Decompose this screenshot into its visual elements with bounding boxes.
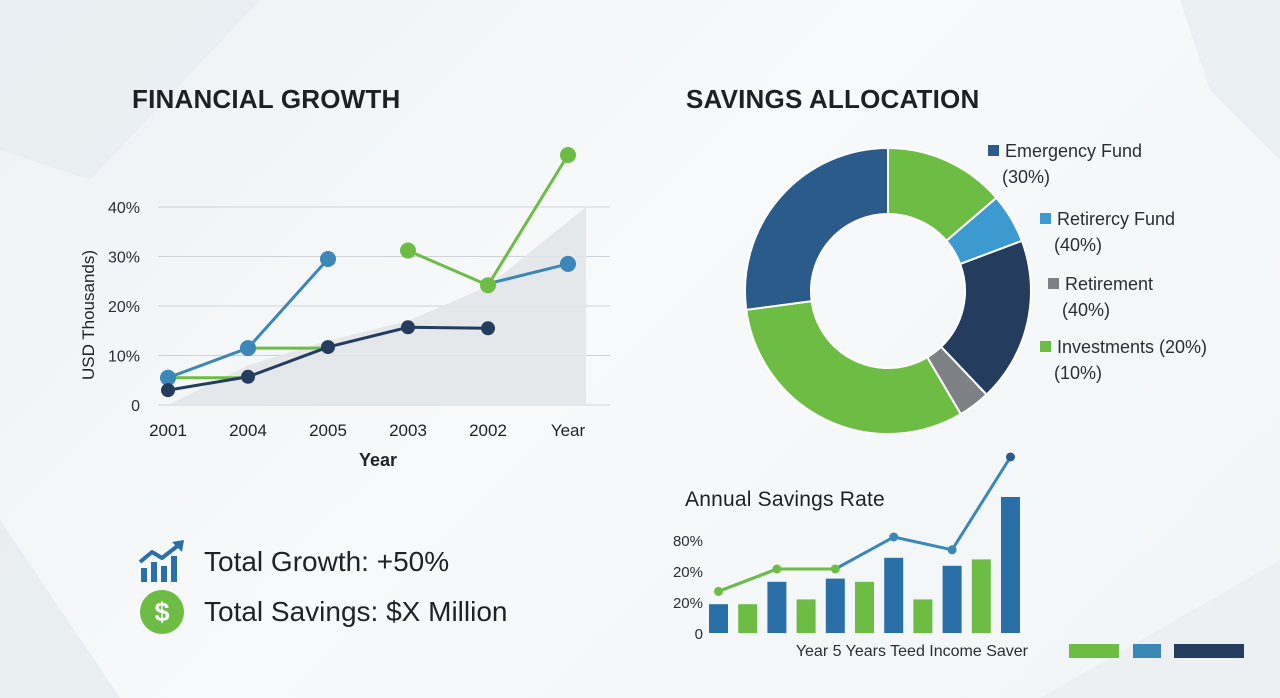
donut-slice <box>745 300 963 435</box>
data-point <box>161 383 175 398</box>
total-growth-label: Total Growth: +50% <box>204 546 450 577</box>
data-point <box>480 277 496 294</box>
line-markers <box>160 147 576 398</box>
y-tick-label: 20% <box>673 564 703 581</box>
x-tick-labels: 2001 2004 2005 2003 2002 Year <box>149 421 585 440</box>
donut-slice <box>944 196 1024 266</box>
bar-x-axis-label: Year 5 Years Teed Income Saver <box>796 643 1029 660</box>
data-point <box>241 369 255 384</box>
bottom-legend-swatch <box>1133 644 1161 658</box>
dollar-coin-icon: $ <box>140 590 184 634</box>
data-point <box>240 340 256 357</box>
bar <box>796 599 816 633</box>
data-point <box>481 321 495 336</box>
rate-point <box>947 545 957 555</box>
y-tick-label: 10% <box>108 349 140 366</box>
bottom-legend-swatch <box>1174 644 1244 658</box>
data-point <box>320 250 336 267</box>
legend-label: Retirement <box>1065 274 1154 294</box>
bar <box>942 565 962 633</box>
legend-value: (40%) <box>1054 235 1103 255</box>
bar <box>855 581 874 633</box>
bar <box>709 604 728 633</box>
donut-slice <box>939 239 1032 397</box>
rate-point <box>889 532 899 542</box>
donut-slice <box>925 345 988 416</box>
y-tick-label: 80% <box>673 533 703 550</box>
x-tick-label: 2002 <box>469 421 507 440</box>
x-tick-label: Year <box>551 421 586 440</box>
legend-swatch <box>988 145 999 156</box>
y-tick-labels: 0 10% 20% 30% 40% <box>108 200 140 415</box>
legend-value: (40%) <box>1062 300 1111 320</box>
data-point <box>160 369 176 386</box>
financial-growth-chart: 0 10% 20% 30% 40% 2001 2004 2005 2003 2002 Year U… <box>79 147 610 470</box>
legend-swatch <box>1040 213 1051 224</box>
data-point <box>560 255 576 272</box>
legend-value: (10%) <box>1054 363 1103 383</box>
rate-point <box>830 564 840 574</box>
y-tick-label: 0 <box>695 626 703 643</box>
x-axis-label: Year <box>359 450 397 470</box>
x-tick-label: 2005 <box>309 421 347 440</box>
y-tick-label: 20% <box>108 299 140 316</box>
bar <box>884 557 904 633</box>
legend-label: Emergency Fund <box>1005 141 1143 161</box>
y-tick-label: 40% <box>108 200 140 217</box>
growth-chart-icon <box>138 540 184 582</box>
legend-entry: Retirement (40%) <box>1048 271 1153 323</box>
data-point <box>560 147 576 164</box>
data-point <box>400 242 416 259</box>
rate-point <box>714 586 723 596</box>
legend-swatch <box>1048 278 1059 289</box>
legend-label: Retirercy Fund <box>1057 209 1176 229</box>
x-tick-label: 2004 <box>229 421 267 440</box>
legend-entry: Retirercy Fund (40%) <box>1040 206 1175 258</box>
y-tick-label: 20% <box>673 595 703 612</box>
x-tick-label: 2001 <box>149 421 187 440</box>
y-axis-label: USD Thousands) <box>79 250 98 380</box>
legend-value: (30%) <box>1002 167 1051 187</box>
financial-growth-title: FINANCIAL GROWTH <box>132 84 401 114</box>
legend-entry: Investments (20%) (10%) <box>1040 334 1207 386</box>
bar <box>1001 497 1020 633</box>
rate-point <box>772 564 782 574</box>
bar <box>971 559 991 633</box>
savings-allocation-title: SAVINGS ALLOCATION <box>686 84 980 114</box>
svg-text:$: $ <box>154 597 169 627</box>
x-tick-label: 2003 <box>389 421 427 440</box>
legend-label: Investments (20%) <box>1057 337 1208 357</box>
data-point <box>321 340 335 355</box>
legend-entry: Emergency Fund (30%) <box>988 138 1142 190</box>
bar <box>825 578 845 633</box>
bottom-legend-swatch <box>1069 644 1119 658</box>
total-savings-label: Total Savings: $X Million <box>204 596 508 627</box>
y-tick-label: 30% <box>108 250 140 267</box>
background-area <box>168 207 586 405</box>
data-point <box>401 320 415 335</box>
rate-line-green <box>717 567 836 593</box>
legend-swatch <box>1040 341 1051 352</box>
donut-slice <box>887 146 998 243</box>
rate-point <box>1006 452 1015 462</box>
total-savings-stat: $ Total Savings: $X Million <box>138 588 507 636</box>
bar <box>738 604 758 633</box>
annual-savings-rate-title: Annual Savings Rate <box>685 488 885 511</box>
bar <box>913 599 933 633</box>
bar <box>767 581 787 633</box>
donut-slice <box>744 146 889 311</box>
rate-line <box>717 456 1012 593</box>
y-tick-label: 0 <box>131 398 140 415</box>
series-line <box>487 262 569 286</box>
total-growth-stat: Total Growth: +50% <box>138 540 449 584</box>
